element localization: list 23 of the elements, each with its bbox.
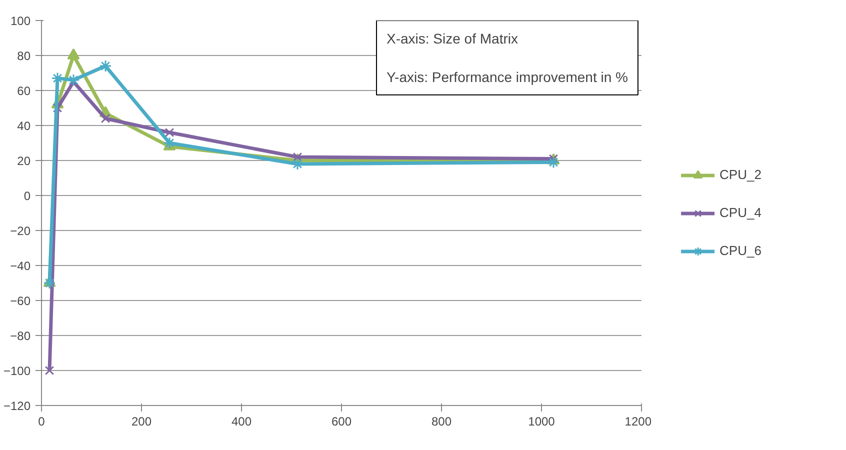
y-tick-label: 20 <box>17 154 31 168</box>
y-tick-label: −120 <box>3 399 31 413</box>
y-tick-label: −20 <box>10 224 31 238</box>
y-tick-label: −80 <box>10 329 31 343</box>
legend-label: CPU_2 <box>720 167 762 182</box>
x-tick-label: 1200 <box>624 414 652 428</box>
text: X-axis: Size of Matrix Y-axis: Performance improvement in % <box>386 30 628 85</box>
x-tick-label: 200 <box>131 414 152 428</box>
x-tick-label: 0 <box>38 414 46 428</box>
y-tick-label: 100 <box>10 14 31 28</box>
x-tick-label: 800 <box>431 414 452 428</box>
legend-label: CPU_4 <box>720 205 762 220</box>
y-tick-label: −60 <box>10 294 31 308</box>
y-tick-label: −100 <box>3 364 31 378</box>
y-tick-label: −40 <box>10 259 31 273</box>
y-tick-label: 80 <box>17 49 31 63</box>
x-tick-label: 400 <box>231 414 252 428</box>
y-tick-label: 40 <box>17 119 31 133</box>
x-tick-label: 600 <box>331 414 352 428</box>
legend-label: CPU_6 <box>720 243 762 258</box>
x-tick-label: 1000 <box>528 414 556 428</box>
y-tick-label: 0 <box>24 189 31 203</box>
y-tick-label: 60 <box>17 84 31 98</box>
